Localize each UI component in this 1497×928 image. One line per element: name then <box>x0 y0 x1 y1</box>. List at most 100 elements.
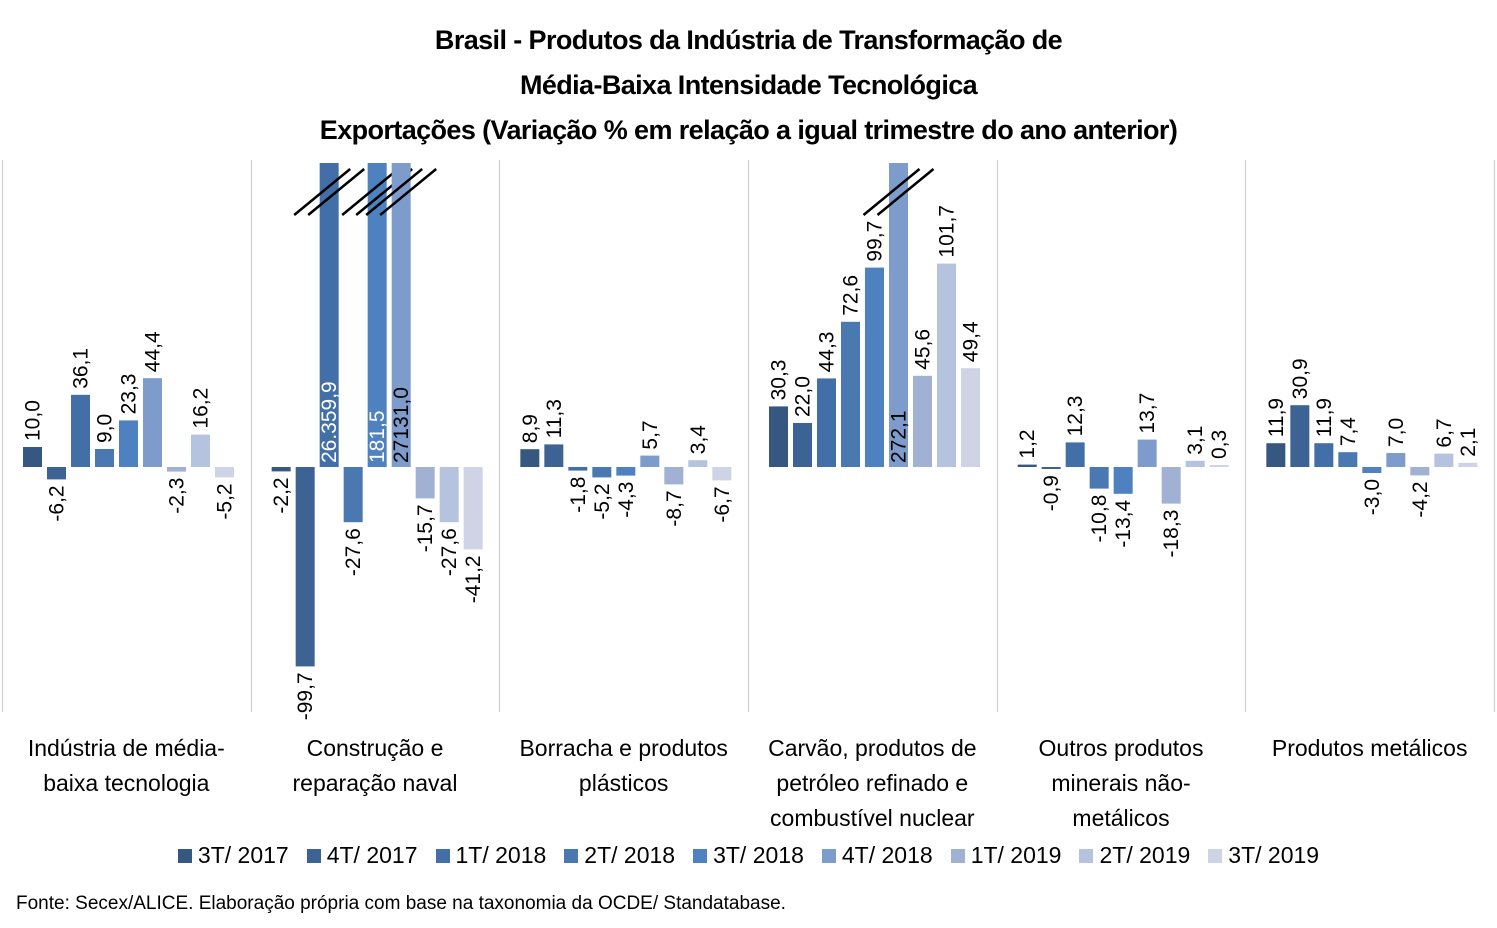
data-label: 27131,0 <box>390 387 413 463</box>
legend-label: 4T/ 2018 <box>841 842 933 868</box>
data-label: -41,2 <box>462 555 485 603</box>
legend-swatch <box>564 848 579 863</box>
bar-4t-2017-cat-4 <box>1041 467 1061 469</box>
legend: 3T/ 2017 4T/ 2017 1T/ 2018 2T/ 2018 3T/ 2018… <box>0 842 1497 869</box>
legend-swatch <box>950 848 965 863</box>
bar-1t-2018-cat-2 <box>568 467 588 471</box>
data-label: 3,1 <box>1184 426 1207 455</box>
data-label: 0,3 <box>1208 430 1231 459</box>
legend-label: 2T/ 2019 <box>1099 842 1191 868</box>
data-label: 7,4 <box>1337 417 1360 447</box>
data-label: 7,0 <box>1385 418 1408 447</box>
data-label: -13,4 <box>1112 499 1135 547</box>
bar-3t-2019-cat-4 <box>1209 465 1229 467</box>
legend-item: 1T/ 2019 <box>950 842 1062 869</box>
bar-3t-2017-cat-4 <box>1017 464 1037 467</box>
data-label: 30,3 <box>768 360 791 401</box>
bar-3t-2018-cat-1 <box>367 163 387 467</box>
category-label: minerais não- <box>1051 770 1190 796</box>
category-label: petróleo refinado e <box>776 770 968 796</box>
bar-3t-2018-cat-3 <box>865 267 884 467</box>
bar-2t-2019-cat-2 <box>688 460 708 467</box>
bar-3t-2019-cat-1 <box>463 467 483 550</box>
category-label: Carvão, produtos de <box>768 735 976 761</box>
bar-4t-2018-cat-4 <box>1137 439 1157 467</box>
legend-item: 1T/ 2018 <box>435 842 546 869</box>
data-label: -6,2 <box>46 485 69 521</box>
chart-title-line-3: Exportações (Variação % em relação a igu… <box>319 115 1178 145</box>
bar-3t-2018-cat-4 <box>1113 467 1133 494</box>
bar-3t-2019-cat-5 <box>1458 462 1478 467</box>
bar-4t-2017-cat-1 <box>295 467 315 667</box>
data-label: -18,3 <box>1160 510 1183 558</box>
legend-item: 3T/ 2019 <box>1208 842 1319 869</box>
bar-2t-2018-cat-4 <box>1089 467 1109 489</box>
data-label: 49,4 <box>960 321 983 362</box>
legend-label: 1T/ 2019 <box>970 842 1062 868</box>
bar-1t-2018-cat-5 <box>1314 443 1334 467</box>
axis-break-mark <box>379 168 437 216</box>
bar-2t-2018-cat-1 <box>343 467 363 523</box>
data-label: 22,0 <box>792 376 815 417</box>
bar-1t-2019-cat-1 <box>415 467 435 499</box>
bar-2t-2018-cat-5 <box>1338 452 1358 467</box>
category-label: Borracha e produtos <box>519 735 727 761</box>
data-label: 99,7 <box>864 221 887 262</box>
bar-4t-2017-cat-2 <box>544 444 564 467</box>
axis-break-mark <box>365 168 423 216</box>
legend-swatch <box>435 848 450 863</box>
data-label: -99,7 <box>294 672 317 720</box>
data-label: -3,0 <box>1361 479 1384 515</box>
bar-1t-2019-cat-3 <box>913 375 932 467</box>
bar-3t-2017-cat-0 <box>23 447 42 467</box>
data-label: 11,3 <box>543 399 566 438</box>
data-label: -5,2 <box>214 483 237 519</box>
data-label: -1,8 <box>567 477 590 513</box>
bar-2t-2018-cat-0 <box>95 449 114 467</box>
bar-1t-2018-cat-1 <box>319 163 339 467</box>
category-label: plásticos <box>579 770 668 796</box>
legend-item: 2T/ 2019 <box>1079 842 1190 869</box>
axis-break-mark <box>862 168 921 216</box>
bar-1t-2018-cat-4 <box>1065 442 1085 467</box>
data-label: 181,5 <box>366 410 389 463</box>
data-label: 30,9 <box>1289 358 1312 399</box>
data-label: 16,2 <box>190 388 213 429</box>
bar-3t-2018-cat-5 <box>1362 467 1382 473</box>
bar-4t-2018-cat-0 <box>143 378 162 467</box>
data-label: 44,4 <box>142 331 165 372</box>
category-label: baixa tecnologia <box>43 770 209 796</box>
legend-swatch <box>306 848 321 863</box>
data-label: -0,9 <box>1040 475 1063 511</box>
bar-3t-2017-cat-5 <box>1266 443 1286 467</box>
category-label: Construção e <box>307 735 444 761</box>
bar-4t-2018-cat-5 <box>1386 453 1406 467</box>
bar-3t-2017-cat-1 <box>271 467 291 472</box>
bar-3t-2018-cat-2 <box>616 467 636 476</box>
category-label: Indústria de média- <box>28 735 225 761</box>
chart-title-line-2: Média-Baixa Intensidade Tecnológica <box>519 70 978 100</box>
bar-3t-2019-cat-2 <box>712 467 732 481</box>
data-label: 12,3 <box>1064 396 1087 437</box>
data-label: 10,0 <box>22 400 45 441</box>
data-label: 9,0 <box>94 414 117 443</box>
bar-4t-2018-cat-1 <box>391 163 411 467</box>
bar-3t-2019-cat-0 <box>215 467 234 478</box>
bar-3t-2019-cat-3 <box>961 368 980 467</box>
data-label: 11,9 <box>1313 398 1336 437</box>
bar-4t-2017-cat-3 <box>793 423 812 467</box>
legend-swatch <box>821 848 836 863</box>
axis-break-mark <box>293 168 351 216</box>
axis-break-mark <box>341 168 399 216</box>
bar-2t-2019-cat-3 <box>937 263 956 467</box>
category-label: Outros produtos <box>1039 735 1204 761</box>
data-label: -5,2 <box>591 483 614 519</box>
bar-1t-2019-cat-5 <box>1410 467 1430 476</box>
data-label: 44,3 <box>816 332 839 373</box>
bar-2t-2018-cat-3 <box>841 321 860 467</box>
data-label: -4,3 <box>615 482 638 518</box>
bar-4t-2018-cat-3 <box>889 163 908 467</box>
data-label: 13,7 <box>1136 393 1159 434</box>
bar-4t-2017-cat-0 <box>47 467 66 480</box>
